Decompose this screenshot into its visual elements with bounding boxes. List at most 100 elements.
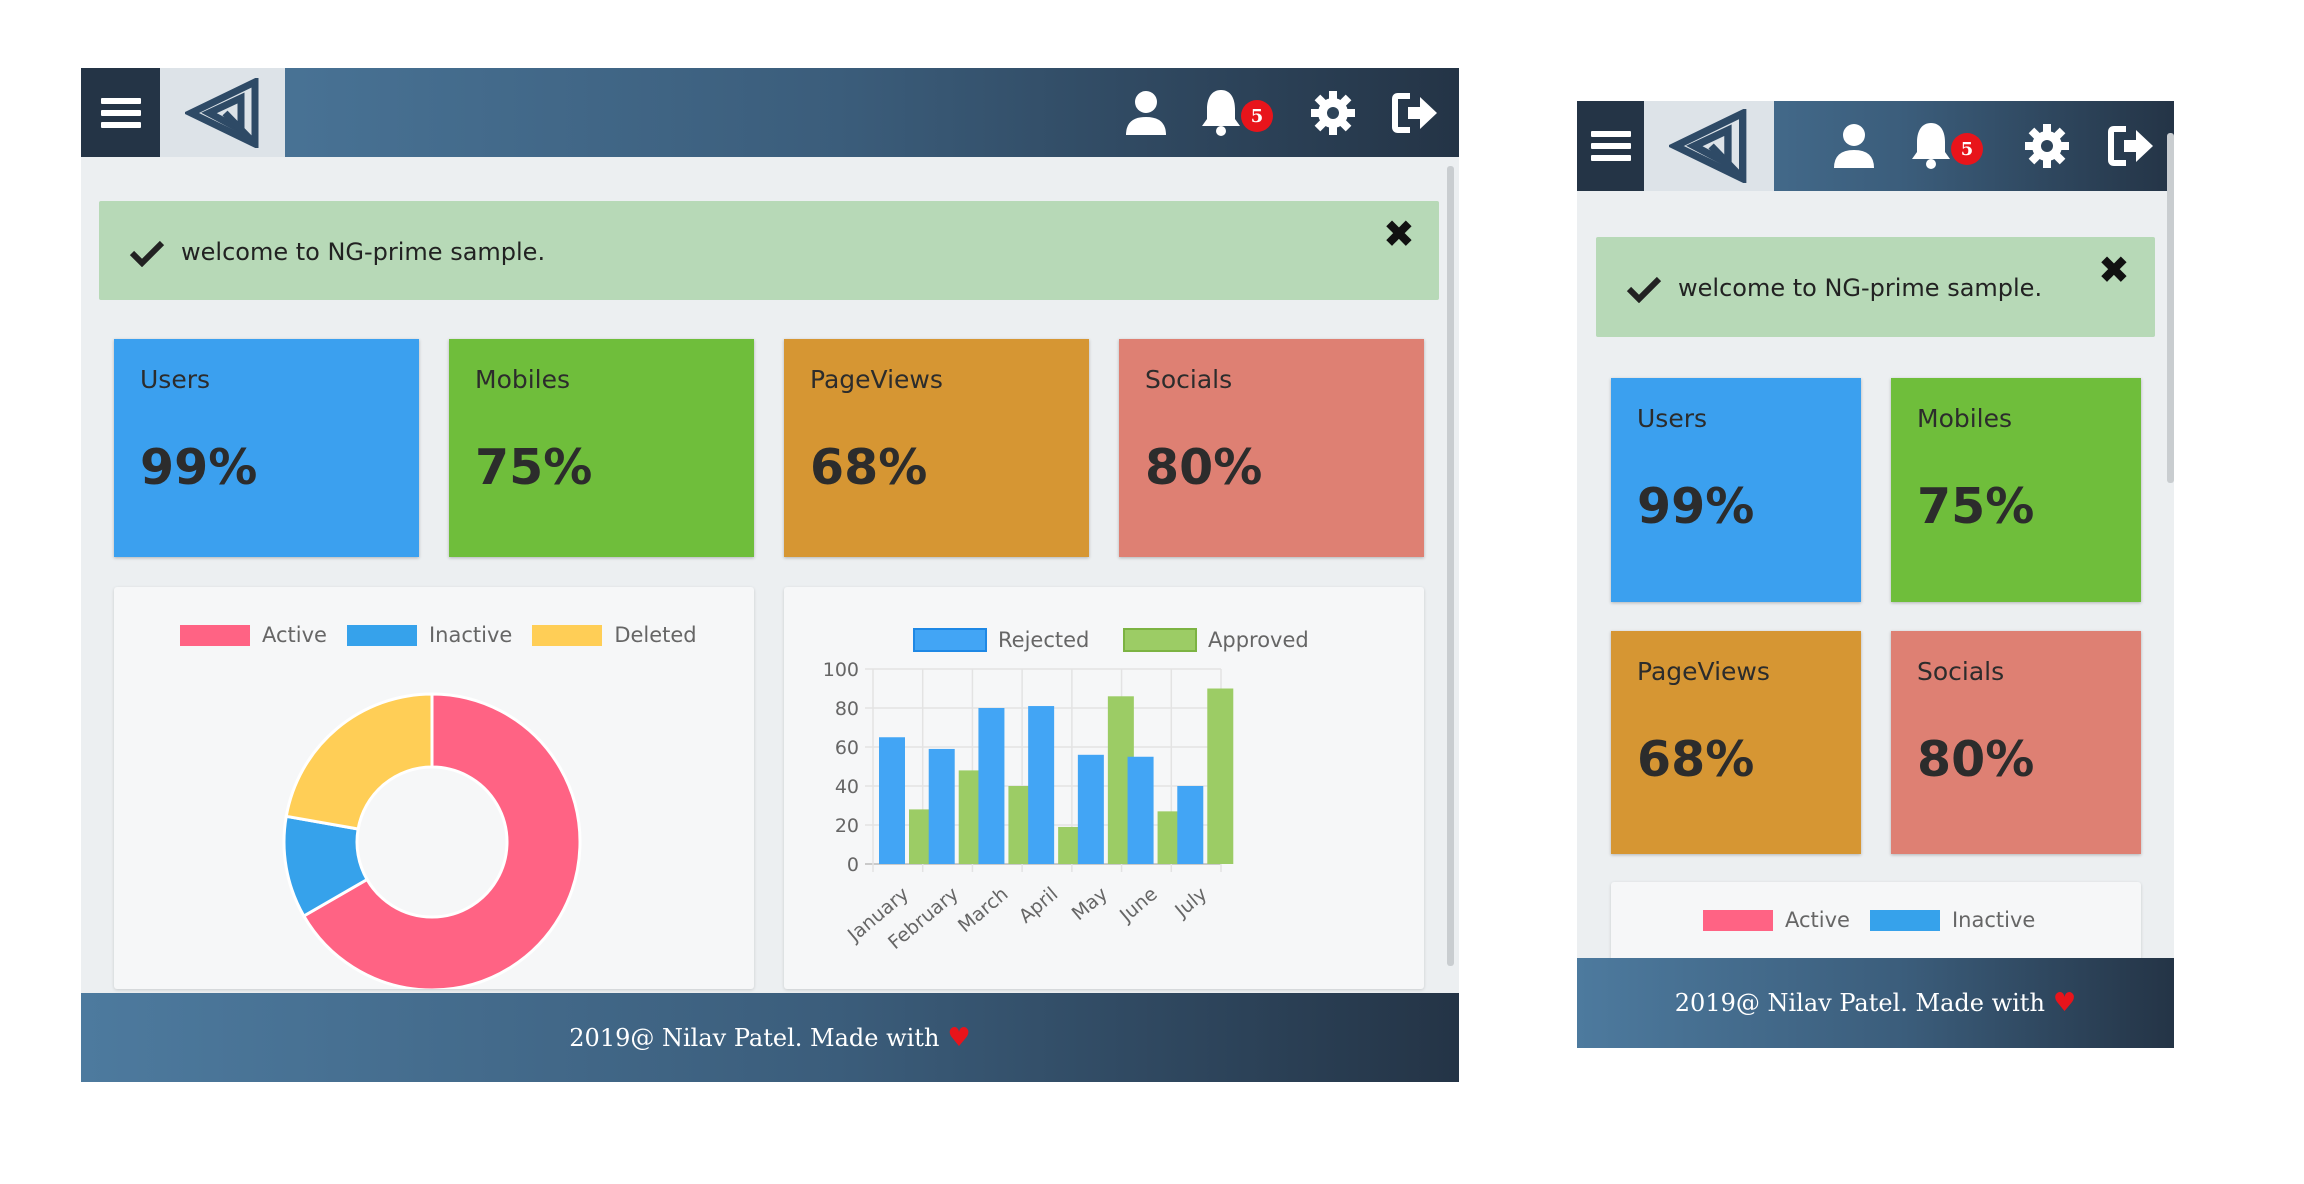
bell-icon[interactable] [1907,119,1955,171]
x-tick-label: May [1068,883,1112,925]
top-header: 5 [1577,101,2174,191]
bar-rejected [1127,756,1154,864]
gear-icon[interactable] [2022,121,2072,171]
y-tick-label: 100 [823,659,859,681]
legend-swatch-approved [1123,628,1197,652]
y-tick-label: 60 [835,737,859,759]
y-tick-label: 0 [847,854,859,876]
bell-icon[interactable] [1197,86,1245,138]
menu-toggle-button[interactable] [81,68,160,157]
stat-value: 75% [475,439,593,496]
legend-item[interactable]: Inactive [1869,908,2036,932]
user-icon[interactable] [1830,121,1878,171]
doughnut-legend: Active Inactive [1703,908,2055,932]
stat-label: PageViews [1637,657,1770,686]
stat-value: 99% [1637,478,1755,535]
stat-card-mobiles: Mobiles 75% [449,339,754,557]
y-tick-label: 80 [835,698,859,720]
scrollbar[interactable] [1447,166,1454,966]
stat-value: 80% [1145,439,1263,496]
heart-icon: ♥ [2052,988,2077,1018]
close-alert-icon[interactable]: ✖ [2098,248,2130,292]
welcome-alert: welcome to NG-prime sample. ✖ [1596,237,2155,337]
footer-text: 2019@ Nilav Patel. Made with [1674,989,2045,1017]
triangle-logo-icon [1669,109,1747,183]
legend-item[interactable]: Inactive [346,623,513,647]
doughnut-chart [282,692,582,989]
stat-card-pageviews: PageViews 68% [1611,631,1861,854]
legend-label: Inactive [1951,908,2036,932]
stat-value: 80% [1917,731,2035,788]
legend-label: Active [262,623,327,647]
legend-label: Deleted [614,623,697,647]
stat-value: 68% [810,439,928,496]
legend-swatch-rejected [913,628,987,652]
x-tick-label: July [1170,883,1211,922]
stat-label: Socials [1917,657,2005,686]
bar-rejected [928,748,955,864]
user-icon[interactable] [1122,88,1170,138]
top-header: 5 [81,68,1459,157]
hamburger-icon [100,97,141,128]
menu-toggle-button[interactable] [1577,101,1644,191]
app-logo[interactable] [1644,101,1774,191]
stat-value: 99% [140,439,258,496]
desktop-view: 5 welcome to NG-prime sample. ✖ Users 99… [81,68,1459,1082]
hamburger-icon [1590,131,1631,161]
bar-chart-panel: Rejected Approved 0 20 40 60 80 100 January Febru… [784,587,1424,989]
legend-item[interactable]: Active [1703,908,1850,932]
legend-label: Rejected [998,628,1089,652]
check-icon [1626,276,1662,303]
stat-label: Mobiles [475,365,571,394]
scrollbar[interactable] [2167,133,2174,483]
footer: 2019@ Nilav Patel. Made with ♥ [1577,958,2174,1048]
stat-value: 68% [1637,731,1755,788]
stat-card-users: Users 99% [1611,378,1861,602]
logout-icon[interactable] [2107,123,2157,169]
bar-rejected [1177,786,1204,864]
legend-label: Approved [1208,628,1309,652]
notification-badge: 5 [1241,100,1273,132]
stat-card-users: Users 99% [114,339,419,557]
stat-label: Users [140,365,211,394]
heart-icon: ♥ [947,1022,971,1053]
check-icon [129,240,165,267]
legend-item[interactable]: Deleted [532,623,697,647]
bar-rejected [879,737,905,864]
notification-badge: 5 [1951,133,1983,165]
mobile-view: 5 welcome to NG-prime sample. ✖ Users 99… [1577,101,2174,1048]
bar-rejected [1077,754,1104,864]
doughnut-chart-panel: Active Inactive Deleted [114,587,754,989]
bar-rejected [1028,706,1055,864]
alert-message: welcome to NG-prime sample. [181,238,546,266]
bar-rejected [978,708,1005,864]
welcome-alert: welcome to NG-prime sample. ✖ [99,201,1439,300]
doughnut-legend: Active Inactive Deleted [180,623,717,647]
x-tick-label: June [1115,883,1162,927]
gear-icon[interactable] [1308,88,1358,138]
stat-card-socials: Socials 80% [1891,631,2141,854]
stat-card-pageviews: PageViews 68% [784,339,1089,557]
legend-label: Inactive [428,623,513,647]
legend-label: Active [1785,908,1850,932]
stat-card-socials: Socials 80% [1119,339,1424,557]
logout-icon[interactable] [1391,90,1441,136]
bar-chart: Rejected Approved020406080100JanuaryFebru… [823,628,1309,954]
x-tick-label: March [954,883,1013,937]
bar-approved [1207,688,1234,864]
app-logo[interactable] [160,68,285,157]
y-tick-label: 40 [835,776,859,798]
stat-label: Socials [1145,365,1233,394]
stat-card-mobiles: Mobiles 75% [1891,378,2141,602]
legend-item[interactable]: Active [180,623,327,647]
y-tick-label: 20 [835,815,859,837]
stat-label: Mobiles [1917,404,2013,433]
triangle-logo-icon [184,77,258,148]
stat-label: Users [1637,404,1708,433]
stat-label: PageViews [810,365,943,394]
alert-message: welcome to NG-prime sample. [1678,274,2043,302]
close-alert-icon[interactable]: ✖ [1383,212,1415,256]
x-tick-label: April [1015,883,1062,928]
doughnut-slice-active [301,692,582,989]
stat-value: 75% [1917,478,2035,535]
